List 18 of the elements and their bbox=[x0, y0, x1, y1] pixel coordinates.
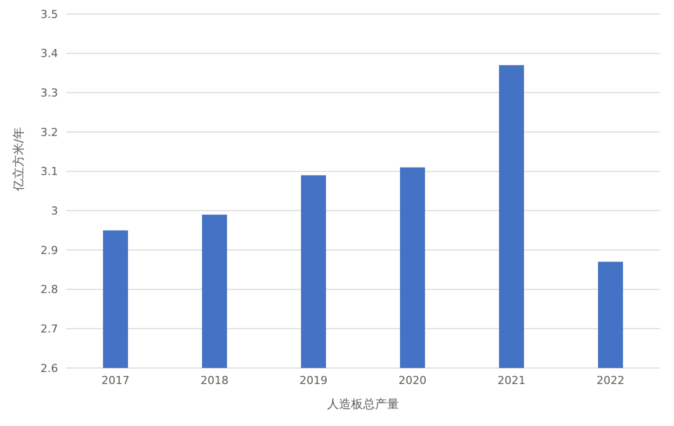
y-tick-label: 2.7 bbox=[40, 322, 58, 336]
y-tick-label: 2.6 bbox=[40, 362, 58, 375]
y-tick-label: 3.2 bbox=[40, 126, 58, 139]
y-tick-label: 3.5 bbox=[40, 8, 58, 21]
y-tick-label: 3.4 bbox=[40, 47, 58, 60]
y-tick-label: 3.1 bbox=[40, 165, 58, 178]
x-axis-title: 人造板总产量 bbox=[327, 397, 399, 411]
y-tick-label: 2.8 bbox=[40, 283, 58, 296]
x-tick-label: 2019 bbox=[300, 374, 328, 387]
x-tick-label: 2021 bbox=[498, 374, 526, 387]
y-tick-label: 3 bbox=[51, 204, 58, 218]
x-tick-label: 2017 bbox=[102, 374, 130, 387]
x-tick-label: 2022 bbox=[596, 374, 624, 387]
y-tick-label: 2.9 bbox=[40, 244, 58, 257]
y-axis-title: 亿立方米/年 bbox=[11, 126, 26, 192]
x-tick-label: 2020 bbox=[398, 374, 426, 387]
y-tick-label: 3.3 bbox=[40, 86, 58, 100]
x-tick-label: 2018 bbox=[200, 374, 228, 387]
